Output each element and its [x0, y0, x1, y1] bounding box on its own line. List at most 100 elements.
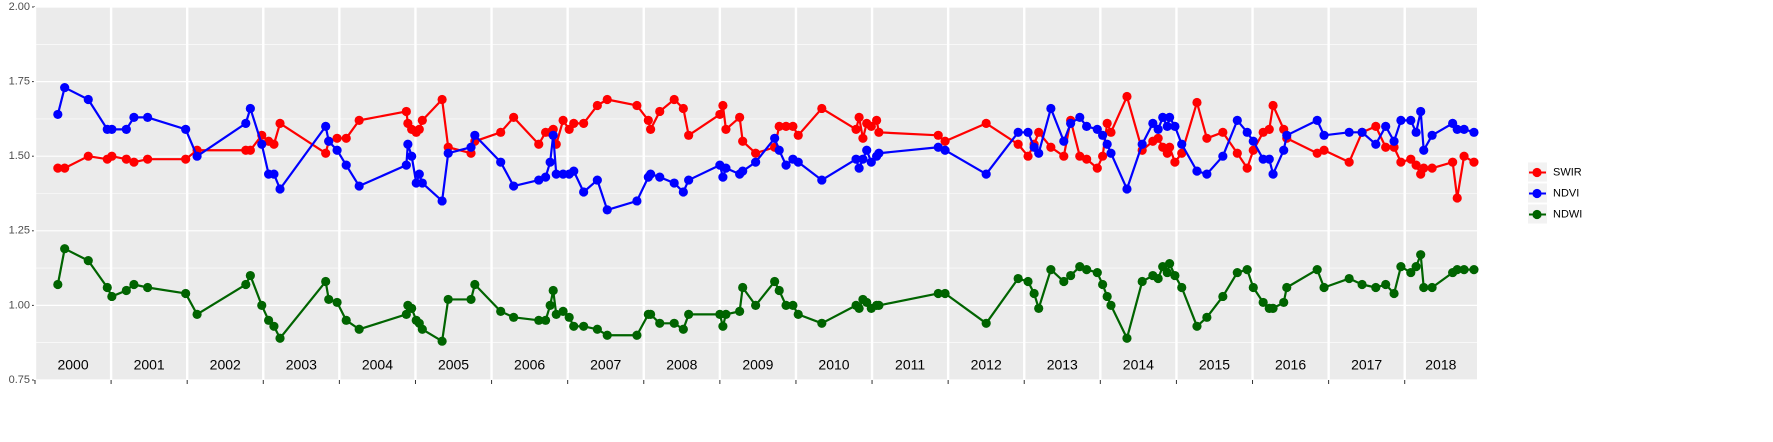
point	[669, 318, 679, 328]
y-tick-label: 1.50	[9, 150, 30, 162]
point	[1177, 139, 1187, 149]
point	[1248, 282, 1258, 293]
point	[321, 148, 331, 158]
point	[401, 160, 411, 170]
point	[1059, 136, 1069, 146]
point	[443, 294, 453, 305]
point	[1202, 312, 1212, 322]
year-label: 2001	[134, 357, 165, 373]
point	[275, 333, 285, 343]
point	[143, 282, 153, 293]
point	[181, 124, 191, 134]
point	[181, 154, 191, 164]
point	[872, 115, 882, 125]
point	[1075, 112, 1085, 123]
point	[678, 103, 688, 114]
point	[107, 151, 117, 161]
point	[401, 106, 411, 117]
point	[1046, 264, 1056, 275]
point	[981, 169, 991, 179]
point	[1202, 133, 1212, 143]
point	[60, 244, 70, 254]
point	[548, 285, 558, 296]
point	[1357, 127, 1367, 137]
point	[1098, 151, 1108, 161]
point	[269, 139, 279, 149]
point	[1066, 270, 1076, 281]
point	[592, 324, 602, 334]
point	[1279, 297, 1289, 308]
point	[1082, 264, 1092, 275]
point	[496, 127, 506, 137]
point	[1279, 145, 1289, 155]
point	[540, 172, 551, 182]
point	[1023, 276, 1033, 287]
point	[241, 118, 251, 128]
point	[1419, 145, 1429, 155]
point	[684, 309, 694, 319]
point	[1381, 279, 1391, 290]
point	[275, 118, 285, 128]
point	[1023, 127, 1033, 137]
point	[602, 94, 612, 105]
point	[669, 94, 679, 105]
legend-marker	[1532, 167, 1542, 178]
year-label: 2017	[1351, 357, 1382, 373]
point	[1312, 115, 1322, 125]
point	[417, 178, 427, 188]
point	[1177, 148, 1187, 158]
point	[1459, 264, 1469, 275]
point	[466, 142, 476, 152]
year-label: 2003	[286, 357, 317, 373]
point	[129, 279, 139, 290]
point	[1148, 118, 1158, 128]
point	[332, 133, 342, 143]
point	[192, 309, 202, 319]
point	[1153, 273, 1163, 284]
point	[1427, 130, 1437, 140]
point	[1082, 121, 1092, 131]
point	[1389, 288, 1399, 299]
point	[354, 115, 364, 125]
point	[678, 187, 688, 197]
point	[437, 94, 447, 105]
year-label: 2002	[210, 357, 241, 373]
point	[1106, 300, 1116, 310]
point	[1034, 303, 1044, 313]
point	[1381, 121, 1391, 131]
point	[534, 139, 544, 149]
point	[1102, 139, 1112, 149]
point	[414, 169, 424, 179]
point	[1164, 112, 1175, 123]
point	[738, 136, 748, 146]
point	[1137, 139, 1147, 149]
point	[793, 309, 803, 319]
point	[981, 118, 991, 128]
point	[1232, 148, 1242, 158]
point	[1242, 127, 1252, 137]
point	[579, 187, 589, 197]
point	[1013, 273, 1023, 284]
point	[341, 160, 351, 170]
point	[721, 163, 731, 173]
point	[715, 109, 725, 120]
legend-marker	[1532, 188, 1542, 199]
point	[817, 318, 827, 328]
point	[1389, 136, 1399, 146]
point	[655, 172, 665, 182]
point	[470, 130, 480, 140]
point	[1381, 142, 1391, 152]
point	[632, 196, 642, 206]
point	[53, 279, 63, 290]
point	[781, 121, 791, 131]
point	[1137, 276, 1147, 287]
point	[83, 256, 93, 266]
point	[1122, 91, 1132, 102]
point	[1264, 154, 1274, 164]
point	[1102, 118, 1112, 128]
point	[1469, 127, 1479, 137]
point	[324, 136, 334, 146]
point	[269, 169, 279, 179]
point	[1396, 262, 1406, 272]
